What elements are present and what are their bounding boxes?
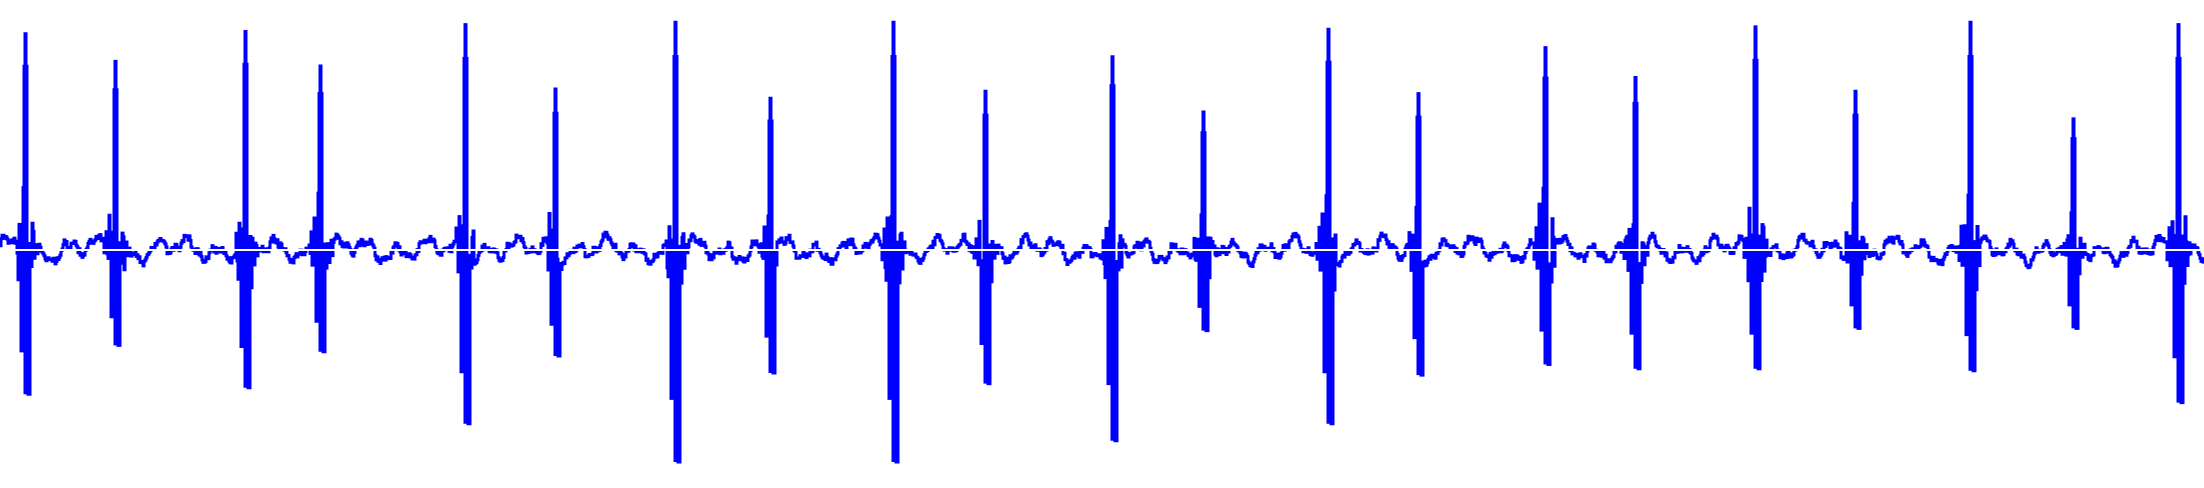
waveform-line [0, 20, 2204, 464]
waveform-series [0, 20, 2204, 464]
